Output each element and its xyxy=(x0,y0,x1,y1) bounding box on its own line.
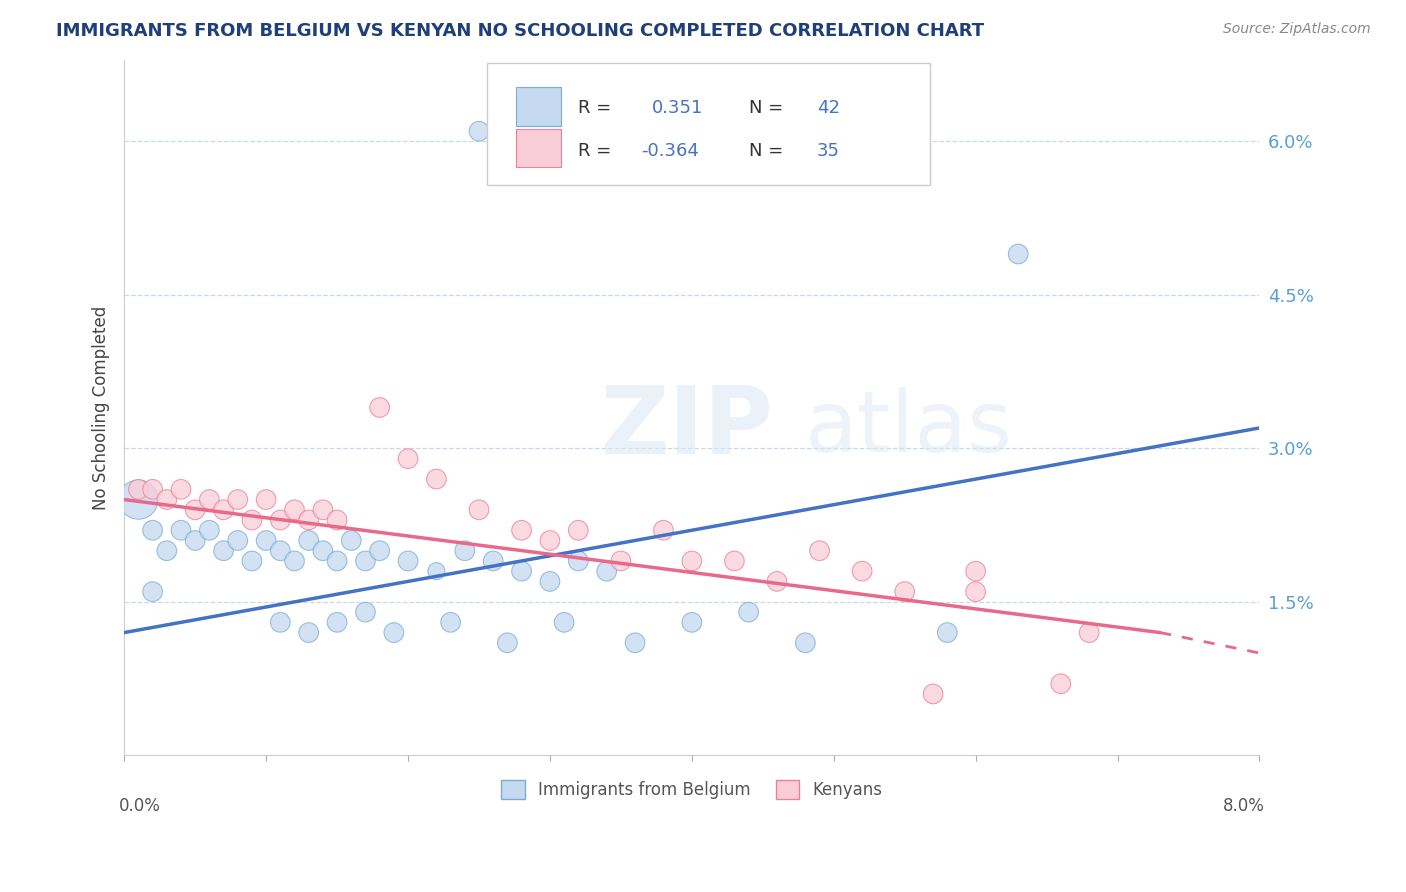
Point xyxy=(298,625,321,640)
Point xyxy=(184,533,207,548)
Text: IMMIGRANTS FROM BELGIUM VS KENYAN NO SCHOOLING COMPLETED CORRELATION CHART: IMMIGRANTS FROM BELGIUM VS KENYAN NO SCH… xyxy=(56,22,984,40)
Point xyxy=(808,543,831,558)
Legend: Immigrants from Belgium, Kenyans: Immigrants from Belgium, Kenyans xyxy=(495,773,889,806)
Point xyxy=(396,451,419,466)
Point xyxy=(681,615,703,630)
Text: atlas: atlas xyxy=(806,387,1014,470)
Point xyxy=(170,483,193,497)
Text: 0.351: 0.351 xyxy=(652,99,703,118)
Text: R =: R = xyxy=(578,99,612,118)
Text: 42: 42 xyxy=(817,99,839,118)
Point xyxy=(468,124,491,138)
Point xyxy=(212,543,235,558)
Text: 0.0%: 0.0% xyxy=(118,797,160,815)
Point xyxy=(624,636,647,650)
Point xyxy=(240,513,263,527)
Point xyxy=(794,636,817,650)
Point xyxy=(170,523,193,537)
Point xyxy=(269,513,291,527)
Point xyxy=(283,554,305,568)
Point xyxy=(922,687,945,701)
Point xyxy=(156,543,179,558)
Point xyxy=(610,554,633,568)
Point xyxy=(439,615,461,630)
Text: -0.364: -0.364 xyxy=(641,143,699,161)
FancyBboxPatch shape xyxy=(516,129,561,168)
Point xyxy=(326,554,349,568)
Text: N =: N = xyxy=(748,99,783,118)
Point xyxy=(893,584,915,599)
FancyBboxPatch shape xyxy=(488,63,931,185)
Point xyxy=(312,543,335,558)
Point xyxy=(454,543,477,558)
Point xyxy=(354,605,377,619)
Point xyxy=(936,625,959,640)
Point xyxy=(142,483,165,497)
Point xyxy=(254,492,277,507)
Point xyxy=(283,503,305,517)
Point xyxy=(723,554,745,568)
Point xyxy=(340,533,363,548)
Point xyxy=(965,564,987,578)
Point xyxy=(1049,677,1071,691)
Point xyxy=(142,584,165,599)
Point xyxy=(354,554,377,568)
Point xyxy=(538,533,561,548)
Y-axis label: No Schooling Completed: No Schooling Completed xyxy=(93,305,110,509)
Point xyxy=(142,523,165,537)
Point xyxy=(382,625,405,640)
Point xyxy=(156,492,179,507)
Point xyxy=(596,564,619,578)
Point xyxy=(198,523,221,537)
Point xyxy=(312,503,335,517)
Point xyxy=(298,513,321,527)
Point xyxy=(198,492,221,507)
Point xyxy=(652,523,675,537)
Point xyxy=(510,523,533,537)
Text: Source: ZipAtlas.com: Source: ZipAtlas.com xyxy=(1223,22,1371,37)
Point xyxy=(468,503,491,517)
Point xyxy=(298,533,321,548)
Point xyxy=(254,533,277,548)
Point xyxy=(269,543,291,558)
Point xyxy=(567,523,589,537)
Point xyxy=(269,615,291,630)
Text: 35: 35 xyxy=(817,143,839,161)
Point xyxy=(766,574,789,589)
Point xyxy=(425,472,447,486)
Point xyxy=(1078,625,1101,640)
Point xyxy=(567,554,589,568)
Point xyxy=(226,492,249,507)
Text: N =: N = xyxy=(748,143,783,161)
Point xyxy=(127,492,149,507)
Point xyxy=(127,483,149,497)
Point xyxy=(510,564,533,578)
Point xyxy=(681,554,703,568)
Point xyxy=(538,574,561,589)
Point xyxy=(553,615,575,630)
Point xyxy=(368,543,391,558)
Point xyxy=(396,554,419,568)
Point xyxy=(496,636,519,650)
Point xyxy=(851,564,873,578)
Point xyxy=(368,401,391,415)
Point xyxy=(212,503,235,517)
Text: 8.0%: 8.0% xyxy=(1223,797,1265,815)
Point xyxy=(184,503,207,517)
Point xyxy=(326,513,349,527)
FancyBboxPatch shape xyxy=(516,87,561,126)
Point xyxy=(326,615,349,630)
Point xyxy=(240,554,263,568)
Point xyxy=(1007,247,1029,261)
Point xyxy=(965,584,987,599)
Point xyxy=(226,533,249,548)
Text: R =: R = xyxy=(578,143,612,161)
Point xyxy=(482,554,505,568)
Point xyxy=(425,564,447,578)
Text: ZIP: ZIP xyxy=(600,383,773,475)
Point xyxy=(737,605,759,619)
